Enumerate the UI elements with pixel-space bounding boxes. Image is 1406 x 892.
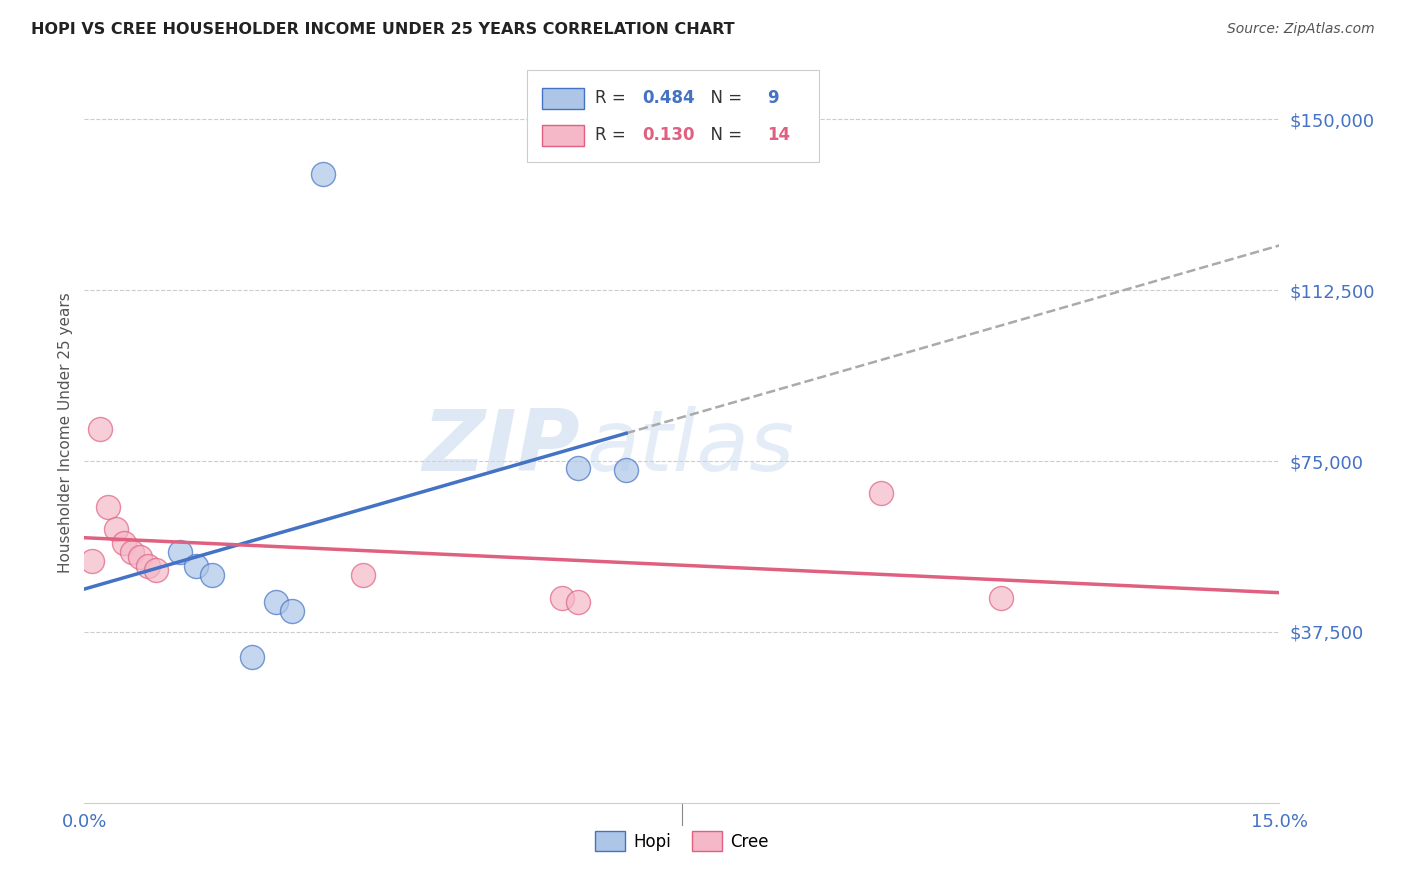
Point (136, 558, 159, 573)
Text: R =: R = (595, 126, 631, 144)
Y-axis label: Householder Income Under 25 years: Householder Income Under 25 years (58, 293, 73, 573)
Text: Source: ZipAtlas.com: Source: ZipAtlas.com (1227, 22, 1375, 37)
Text: N =: N = (700, 126, 747, 144)
Point (89, 422, 111, 436)
Point (567, 461, 589, 475)
Point (145, 564, 167, 578)
Point (112, 536, 135, 550)
Point (97, 500, 120, 514)
Text: 9: 9 (766, 89, 779, 107)
Legend: Hopi, Cree: Hopi, Cree (589, 825, 775, 857)
Point (870, 486, 893, 500)
Point (567, 595, 589, 609)
Point (121, 545, 143, 559)
Point (312, 167, 335, 181)
Point (551, 591, 574, 605)
Text: 14: 14 (766, 126, 790, 144)
Point (184, 558, 207, 573)
Point (352, 568, 374, 582)
Text: ZIP: ZIP (423, 406, 581, 489)
Point (264, 595, 287, 609)
Text: 0.130: 0.130 (643, 126, 695, 144)
Point (129, 549, 152, 564)
Text: R =: R = (595, 89, 631, 107)
Bar (543, 88, 583, 109)
Text: atlas: atlas (586, 406, 794, 489)
Point (614, 463, 637, 477)
Point (280, 604, 302, 618)
Point (169, 545, 191, 559)
Point (240, 650, 263, 665)
FancyBboxPatch shape (527, 70, 820, 162)
Text: 0.484: 0.484 (643, 89, 695, 107)
Bar (543, 126, 583, 146)
Point (105, 523, 128, 537)
Point (990, 591, 1012, 605)
Text: N =: N = (700, 89, 747, 107)
Text: HOPI VS CREE HOUSEHOLDER INCOME UNDER 25 YEARS CORRELATION CHART: HOPI VS CREE HOUSEHOLDER INCOME UNDER 25… (31, 22, 734, 37)
Point (201, 568, 224, 582)
Point (82, 554, 104, 568)
